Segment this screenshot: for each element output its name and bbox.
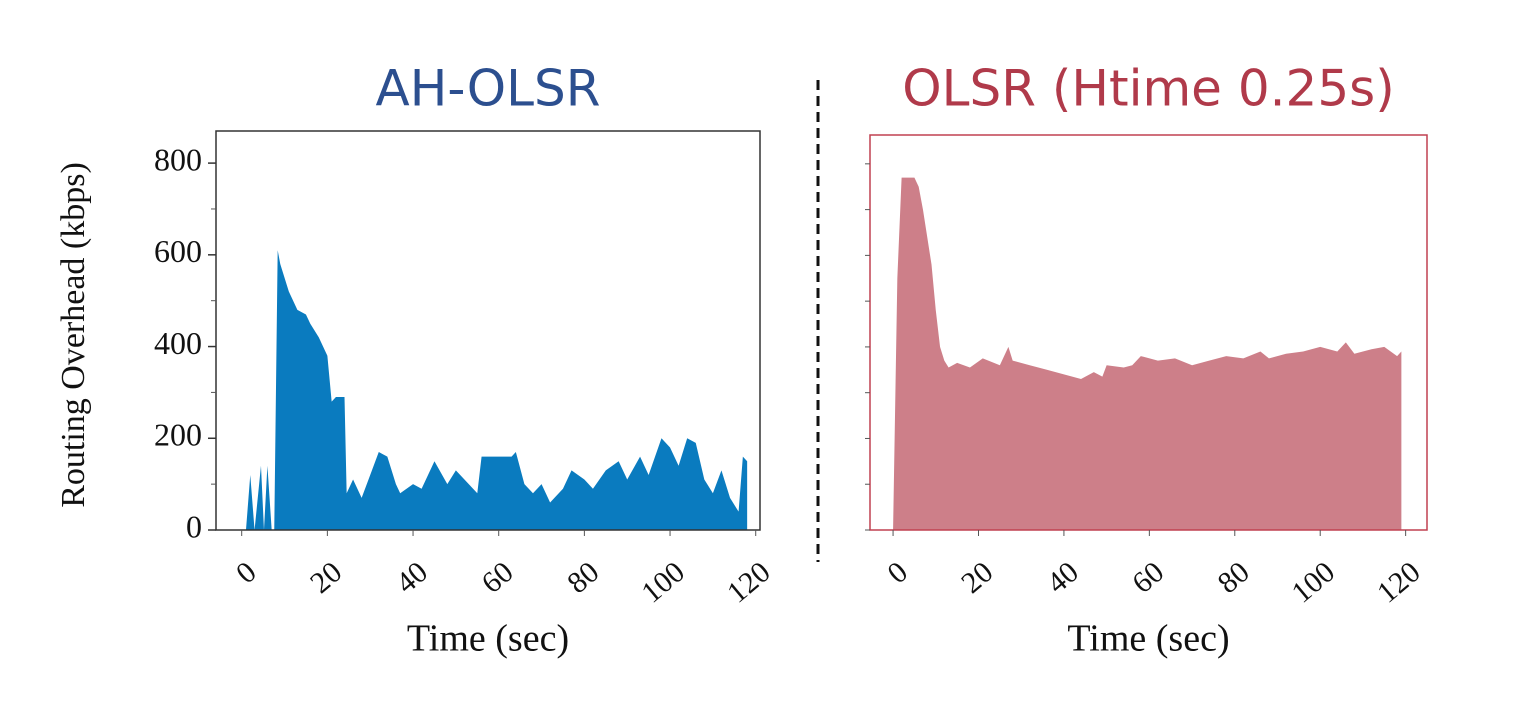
x-axis-label: Time (sec) xyxy=(1067,618,1229,660)
x-tick-label: 40 xyxy=(390,555,434,600)
area xyxy=(893,177,1402,530)
y-tick-label: 800 xyxy=(154,141,202,177)
x-tick-label: 20 xyxy=(304,555,348,600)
y-tick-label: 600 xyxy=(154,233,202,269)
x-tick-label: 60 xyxy=(475,555,519,600)
x-tick-label: 120 xyxy=(1371,555,1427,609)
x-tick-label: 60 xyxy=(1126,555,1170,600)
x-tick-label: 80 xyxy=(561,555,605,600)
x-tick-label: 100 xyxy=(635,555,691,609)
x-tick-label: 120 xyxy=(721,555,777,609)
x-tick-label: 20 xyxy=(955,555,999,600)
x-tick-label: 0 xyxy=(230,555,263,590)
area xyxy=(245,250,748,530)
x-tick-label: 80 xyxy=(1212,555,1256,600)
x-tick-label: 0 xyxy=(881,555,914,590)
plot-frame xyxy=(215,130,761,531)
chart-title: AH-OLSR xyxy=(376,60,601,118)
x-axis-label: Time (sec) xyxy=(407,618,569,660)
x-tick-label: 40 xyxy=(1041,555,1085,600)
y-axis-label: Routing Overhead (kbps) xyxy=(55,162,92,508)
x-tick-label: 100 xyxy=(1285,555,1341,609)
y-tick-label: 0 xyxy=(186,508,202,544)
y-tick-label: 200 xyxy=(154,417,202,453)
plot-frame xyxy=(869,134,1428,531)
y-tick-label: 400 xyxy=(154,325,202,361)
chart-title: OLSR (Htime 0.25s) xyxy=(902,60,1394,118)
